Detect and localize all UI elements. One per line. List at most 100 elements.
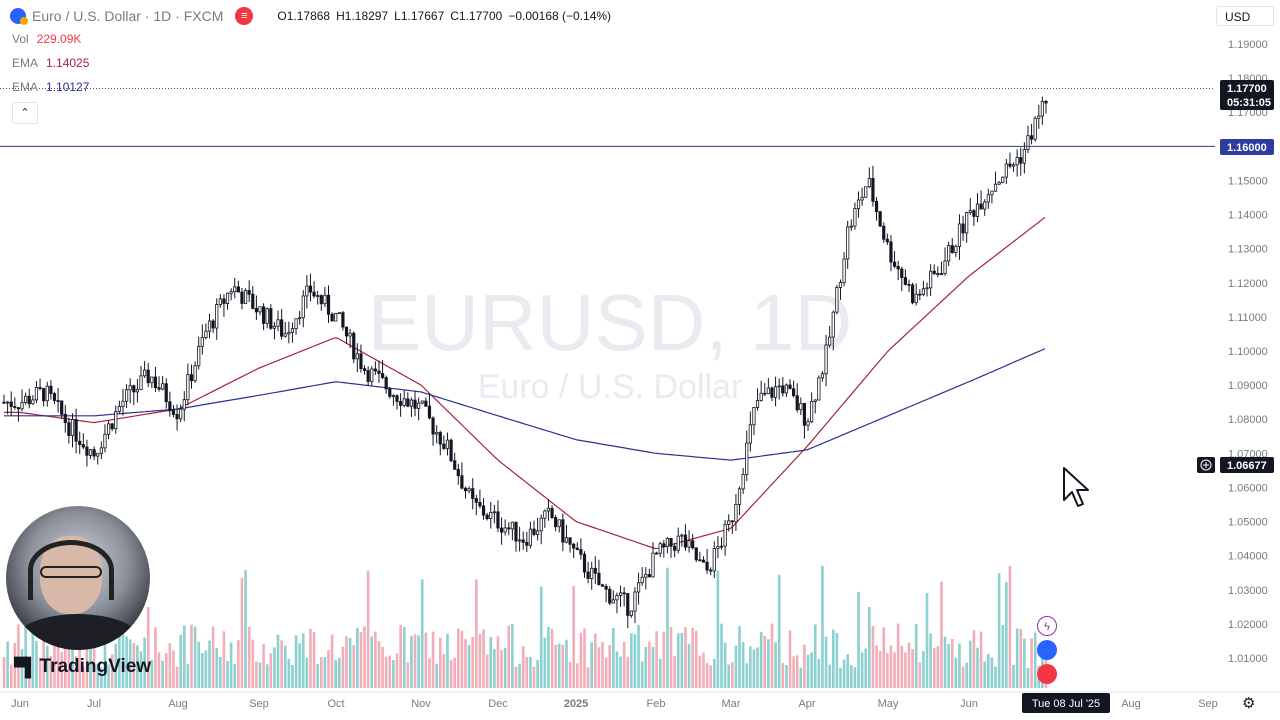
volume-bar [193, 626, 197, 688]
volume-bar [676, 633, 680, 688]
volume-bar [810, 652, 813, 688]
volume-bar [875, 645, 878, 688]
volume-bar [878, 651, 882, 688]
volume-bar [644, 647, 648, 688]
candle-body [882, 225, 886, 240]
svg-text:1.17700: 1.17700 [1227, 83, 1267, 95]
volume-bar [366, 570, 370, 688]
candle-body [892, 261, 897, 267]
indicator-ema-fast[interactable]: EMA 1.14025 [12, 56, 89, 70]
presenter-body [12, 614, 144, 650]
us-flag-icon[interactable] [1037, 664, 1057, 684]
candle-body [197, 345, 201, 367]
volume-bar [262, 644, 265, 688]
candle-body [164, 383, 168, 403]
candle-body [813, 399, 817, 402]
volume-bar [9, 664, 13, 688]
indicator-volume[interactable]: Vol 229.09K [12, 32, 81, 46]
price-axis[interactable]: 1.190001.180001.170001.160001.150001.140… [1228, 39, 1268, 665]
high-value: 1.18297 [344, 9, 389, 23]
collapse-indicators-button[interactable]: ⌃ [12, 102, 38, 124]
volume-bar [868, 607, 871, 688]
x-tick-label: Dec [488, 698, 508, 710]
candle-body [723, 524, 727, 547]
volume-bar [1026, 667, 1030, 688]
volume-bar [330, 634, 334, 688]
volume-bar [785, 665, 788, 688]
settings-gear-icon[interactable]: ⚙ [1242, 695, 1256, 712]
candle-body [838, 282, 843, 288]
volume-bar [684, 627, 687, 688]
volume-bar [691, 627, 694, 688]
lightning-icon[interactable]: ϟ [1037, 616, 1057, 636]
chart-header: Euro / U.S. Dollar · 1D · FXCM ≡ O1.1786… [10, 6, 611, 26]
volume-bar [237, 640, 240, 688]
candle-body [1022, 149, 1026, 164]
candle-body [799, 403, 803, 411]
volume-bar [294, 635, 298, 688]
candle-body [326, 294, 331, 315]
volume-bar [532, 666, 536, 688]
volume-bar [904, 652, 907, 688]
candle-body [795, 395, 799, 411]
candle-body [1004, 163, 1008, 178]
volume-bar [871, 625, 875, 688]
candle-body [817, 377, 821, 401]
candle-body [1029, 135, 1034, 140]
candle-body [918, 293, 922, 296]
volume-bar [128, 639, 132, 688]
candle-body [276, 319, 280, 327]
volume-bar [586, 667, 590, 688]
candle-body [611, 599, 615, 604]
volume-bar [958, 643, 961, 688]
volume-bar [601, 642, 604, 688]
open-value: 1.17868 [286, 9, 331, 23]
time-axis[interactable]: Jun Jul Aug Sep Oct Nov Dec 2025 Feb Mar Apr May Jun… [0, 691, 1280, 710]
volume-bar [265, 664, 269, 688]
y-tick-label: 1.01000 [1228, 653, 1268, 665]
candle-body [269, 308, 273, 329]
volume-bar [709, 665, 712, 688]
candle-body [168, 401, 172, 411]
volume-bar [182, 625, 186, 688]
candle-body [146, 369, 150, 384]
candle-body [618, 592, 623, 596]
volume-bar [893, 652, 896, 688]
earnings-icon[interactable] [1037, 640, 1057, 660]
candle-body [957, 223, 962, 247]
candle-body [564, 537, 569, 543]
volume-bar [777, 574, 781, 688]
volume-bar [1015, 628, 1019, 688]
volume-bar [413, 634, 417, 688]
volume-bar [435, 663, 438, 688]
volume-bar [283, 645, 287, 688]
indicator-ema-slow[interactable]: EMA 1.10127 [12, 80, 89, 94]
candle-body [424, 400, 428, 407]
candle-body [106, 423, 111, 435]
volume-bar [864, 648, 868, 688]
candle-body [1033, 117, 1037, 140]
volume-bar [305, 657, 309, 688]
candle-body [420, 400, 424, 404]
candle-body [532, 528, 536, 535]
candle-body [438, 432, 442, 445]
chart-title[interactable]: Euro / U.S. Dollar · 1D · FXCM [32, 8, 224, 24]
candle-body [114, 411, 118, 430]
candle-body [871, 178, 875, 202]
volume-bar [475, 579, 478, 688]
candle-body [748, 424, 752, 444]
candle-body [150, 376, 154, 384]
volume-bar [323, 657, 327, 688]
currency-selector[interactable]: USD [1216, 6, 1274, 26]
volume-bar [561, 644, 565, 688]
candle-body [67, 422, 71, 436]
menu-icon[interactable]: ≡ [235, 7, 254, 25]
volume-bar [456, 628, 460, 688]
candle-body [759, 392, 763, 401]
candle-body [687, 540, 691, 548]
volume-bar [518, 663, 521, 688]
volume-bar [139, 651, 143, 688]
volume-bar [983, 661, 987, 688]
candle-body [846, 226, 850, 260]
